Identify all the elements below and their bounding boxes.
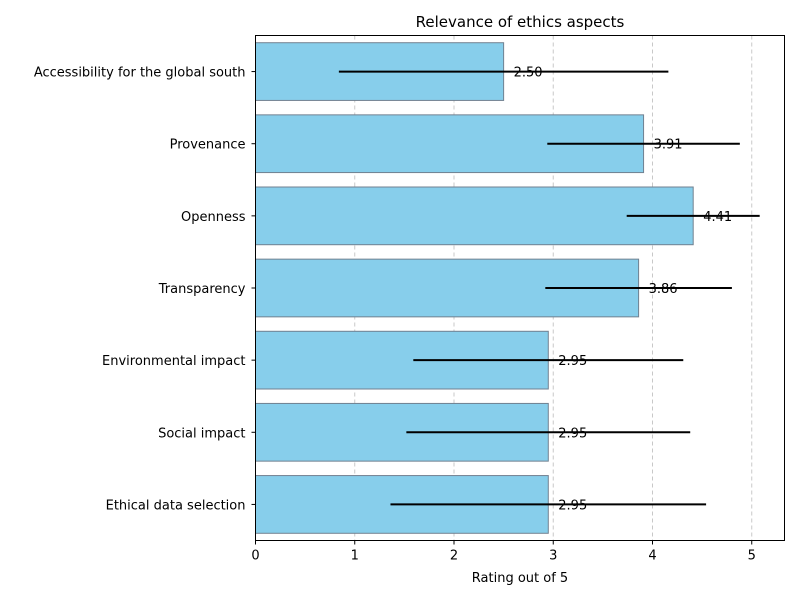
y-tick-label: Provenance <box>170 138 246 153</box>
value-labels-group: 2.50 3.91 4.41 3.86 2.95 2.95 2.95 <box>514 66 733 514</box>
bar-value-label: 3.86 <box>649 282 678 297</box>
y-tick-label: Transparency <box>158 282 246 297</box>
y-tick-label: Environmental impact <box>102 354 245 369</box>
bar-value-label: 2.95 <box>558 354 587 369</box>
x-tick-label: 3 <box>549 549 557 564</box>
x-axis-ticks: 0 1 2 3 4 5 <box>251 540 756 564</box>
bar-value-label: 4.41 <box>703 210 732 225</box>
bar-value-label: 2.95 <box>558 498 587 513</box>
x-tick-label: 5 <box>748 549 756 564</box>
x-tick-label: 2 <box>450 549 458 564</box>
x-axis-label: Rating out of 5 <box>472 571 568 586</box>
error-bars-group <box>338 70 760 506</box>
bar-value-label: 3.91 <box>654 138 683 153</box>
x-tick-label: 4 <box>648 549 656 564</box>
x-tick-label: 1 <box>351 549 359 564</box>
bar-value-label: 2.95 <box>558 426 587 441</box>
y-axis-ticks: Accessibility for the global south Proven… <box>34 66 256 513</box>
y-tick-label: Social impact <box>158 426 245 441</box>
y-tick-label: Ethical data selection <box>106 498 246 513</box>
x-tick-label: 0 <box>251 549 259 564</box>
bar-value-label: 2.50 <box>514 66 543 81</box>
y-tick-label: Openness <box>181 210 246 225</box>
bar <box>255 186 694 246</box>
y-tick-label: Accessibility for the global south <box>34 66 246 81</box>
chart-title: Relevance of ethics aspects <box>416 13 625 31</box>
